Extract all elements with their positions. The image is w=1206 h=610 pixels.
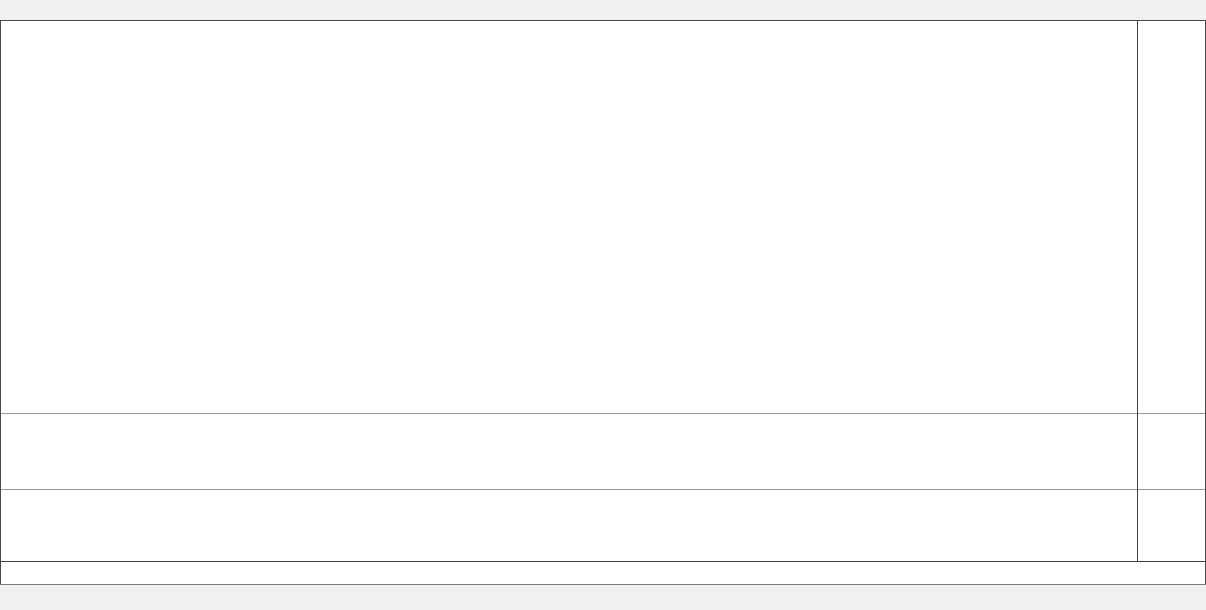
chart-tab-bar [0,584,1206,610]
rsi-plot[interactable] [5,492,1137,558]
price-chart-plot[interactable] [5,28,1137,411]
timeframe-toolbar [0,0,1206,19]
macd-plot[interactable] [5,416,1137,486]
chart-window [0,20,1206,585]
